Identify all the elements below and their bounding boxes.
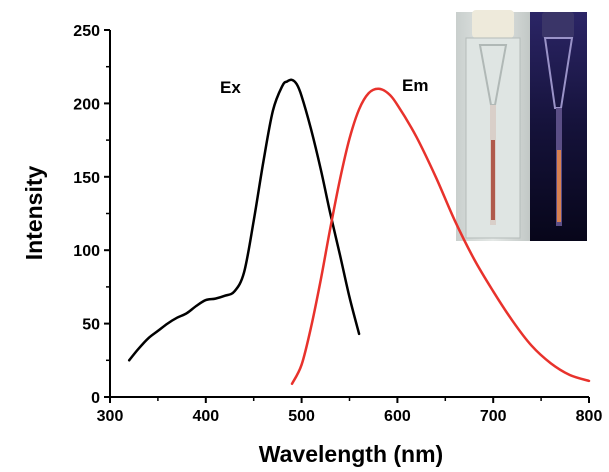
x-tick-label: 700	[480, 408, 507, 425]
x-tick-label: 600	[384, 408, 411, 425]
x-tick-label: 500	[288, 408, 315, 425]
y-tick-label: 150	[73, 170, 100, 187]
cuvette-photo	[456, 10, 587, 241]
y-tick-label: 200	[73, 96, 100, 113]
y-ticks: 0 50 100 150 200 250	[73, 23, 110, 407]
y-tick-label: 50	[82, 317, 100, 334]
x-ticks: 300 400 500 600 700 800	[97, 397, 603, 425]
x-tick-label: 400	[192, 408, 219, 425]
series-line-em	[290, 87, 591, 386]
x-tick-label: 800	[576, 408, 603, 425]
y-axis-title: Intensity	[21, 166, 47, 261]
x-axis-title: Wavelength (nm)	[259, 441, 443, 467]
series-line-ex	[127, 78, 361, 362]
series-label-ex: Ex	[220, 78, 241, 97]
y-tick-label: 250	[73, 23, 100, 40]
series-layer	[127, 78, 591, 386]
y-tick-label: 100	[73, 243, 100, 260]
series-label-em: Em	[402, 76, 428, 95]
y-tick-label: 0	[91, 390, 100, 407]
x-tick-label: 300	[97, 408, 124, 425]
